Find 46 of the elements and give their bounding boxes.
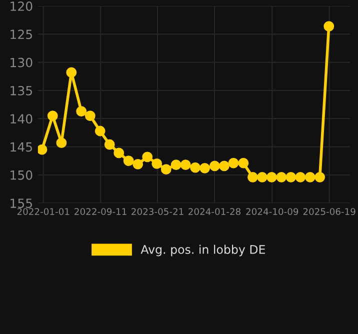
- point: [276, 172, 287, 182]
- point: [324, 21, 334, 32]
- x-tick-label: 2022-01-01: [17, 208, 70, 216]
- x-tick-label: 2023-05-21: [132, 208, 184, 216]
- point: [38, 144, 48, 155]
- point: [247, 172, 258, 182]
- point: [238, 158, 249, 168]
- point: [132, 159, 144, 170]
- y-tick-label: 140: [10, 114, 32, 124]
- y-tick-label: 125: [10, 30, 32, 40]
- legend-label: Avg. pos. in lobby DE: [140, 244, 265, 256]
- x-tick-label: 2024-01-28: [188, 208, 240, 216]
- point: [210, 160, 220, 172]
- point: [219, 160, 230, 172]
- point: [114, 148, 124, 158]
- point: [104, 139, 115, 150]
- point: [123, 156, 134, 166]
- point: [228, 158, 239, 168]
- point: [304, 172, 316, 182]
- point: [256, 172, 268, 182]
- x-tick-label: 2024-10-09: [246, 208, 298, 216]
- point: [200, 162, 210, 174]
- point: [286, 172, 296, 182]
- y-tick-label: 130: [10, 58, 32, 68]
- point: [47, 110, 58, 122]
- x-tick-label: 2025-06-19: [303, 208, 356, 216]
- y-tick-label: 155: [10, 198, 32, 208]
- point: [180, 160, 191, 170]
- point: [266, 172, 277, 182]
- point: [142, 152, 153, 162]
- point: [160, 164, 172, 174]
- y-tick-label: 135: [10, 86, 32, 96]
- point: [94, 126, 106, 136]
- point: [314, 172, 326, 182]
- point: [295, 172, 306, 182]
- point: [152, 158, 162, 169]
- point: [170, 160, 182, 170]
- point: [66, 67, 77, 78]
- point: [76, 106, 87, 117]
- point: [190, 162, 200, 173]
- point: [56, 138, 67, 148]
- y-tick-label: 145: [10, 142, 32, 152]
- x-tick-label: 2022-09-11: [74, 208, 126, 216]
- point: [84, 110, 96, 122]
- y-tick-label: 120: [10, 1, 32, 11]
- y-tick-label: 150: [10, 170, 32, 180]
